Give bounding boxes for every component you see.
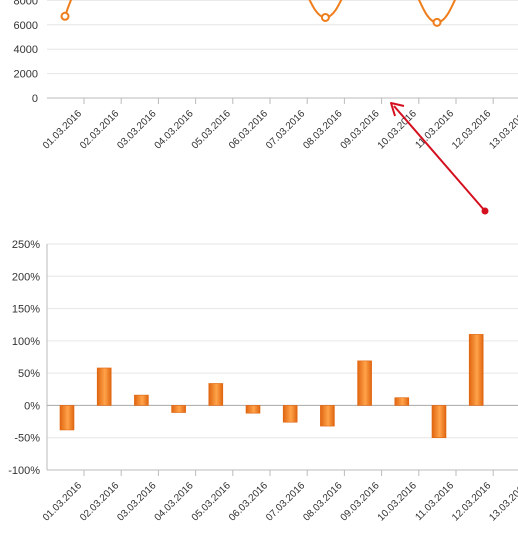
line-chart-x-tick-label: 10.03.2016 [376, 108, 419, 151]
bar [134, 394, 149, 406]
bar-chart: -100% -50% 0% 50% 100% 150% 200% 250% 01.03.2016… [8, 239, 518, 524]
bar [59, 405, 75, 431]
line-point [320, 12, 330, 22]
bar-chart-x-tick-label: 13.03.2016 [487, 480, 518, 523]
bar-chart-x-tick-label: 03.03.2016 [115, 480, 158, 523]
line-chart-x-tick-label: 04.03.2016 [153, 108, 196, 151]
bar [96, 367, 112, 406]
line-chart-x-tick-label: 03.03.2016 [115, 108, 158, 151]
bar-chart-x-tick-label: 12.03.2016 [450, 480, 493, 523]
bar-chart-x-tick-label: 07.03.2016 [264, 480, 307, 523]
bar-chart-x-tick-label: 04.03.2016 [153, 480, 196, 523]
line-chart-x-tick-label: 07.03.2016 [264, 108, 307, 151]
line-chart-x-tick-label: 08.03.2016 [301, 108, 344, 151]
line-chart-x-tick-label: 13.03.2016 [487, 108, 518, 151]
line-chart-y-tick-label: 2000 [14, 69, 38, 81]
line-point [60, 11, 70, 21]
bar-chart-y-tick-label: 200% [12, 271, 40, 283]
bar [171, 405, 186, 413]
bar-chart-y-tick-label: 250% [12, 239, 40, 251]
bar [320, 405, 335, 427]
bar [282, 405, 298, 423]
bar-chart-x-tick-label: 06.03.2016 [227, 480, 270, 523]
line-chart-y-tick-label: 6000 [14, 20, 38, 32]
line-chart-x-tick-label: 02.03.2016 [78, 108, 121, 151]
line-chart-y-tick-label: 0 [32, 93, 38, 105]
line-chart-x-tick-label: 09.03.2016 [339, 108, 382, 151]
bar [357, 360, 372, 406]
line-chart: 0 2000 4000 6000 8000 01.03.201602.03.201603.… [14, 0, 518, 152]
bar [394, 397, 410, 406]
line-chart-x-tick-label: 06.03.2016 [227, 108, 270, 151]
line-chart-y-tick-label: 8000 [14, 0, 38, 7]
bar-chart-y-tick-label: -100% [8, 465, 40, 477]
bar-chart-y-tick-label: -50% [14, 433, 40, 445]
bar-chart-y-tick-label: 150% [12, 304, 40, 316]
bar [245, 405, 261, 414]
line-chart-x-tick-label: 05.03.2016 [190, 108, 233, 151]
bar-chart-x-tick-label: 08.03.2016 [301, 480, 344, 523]
bar-chart-x-tick-label: 02.03.2016 [78, 480, 121, 523]
bar [431, 405, 447, 439]
bar-chart-y-tick-label: 100% [12, 336, 40, 348]
bar-chart-x-tick-label: 10.03.2016 [376, 480, 419, 523]
line-chart-x-tick-label: 12.03.2016 [450, 108, 493, 151]
bar-chart-x-tick-label: 01.03.2016 [41, 480, 84, 523]
bar-chart-x-tick-label: 09.03.2016 [339, 480, 382, 523]
red-arrow-icon [390, 102, 489, 215]
bar [468, 334, 484, 406]
arrow-shaft [393, 105, 486, 212]
bar-chart-y-tick-label: 0% [24, 400, 40, 412]
arrow-tail-dot [481, 207, 489, 215]
line-chart-x-tick-label: 01.03.2016 [41, 108, 84, 151]
line-series [64, 0, 457, 24]
bar-chart-y-tick-label: 50% [18, 368, 40, 380]
bar [208, 383, 224, 406]
arrow-head [390, 102, 405, 117]
line-chart-y-tick-label: 4000 [14, 44, 38, 56]
bar-chart-x-tick-label: 05.03.2016 [190, 480, 233, 523]
line-point [432, 17, 442, 27]
